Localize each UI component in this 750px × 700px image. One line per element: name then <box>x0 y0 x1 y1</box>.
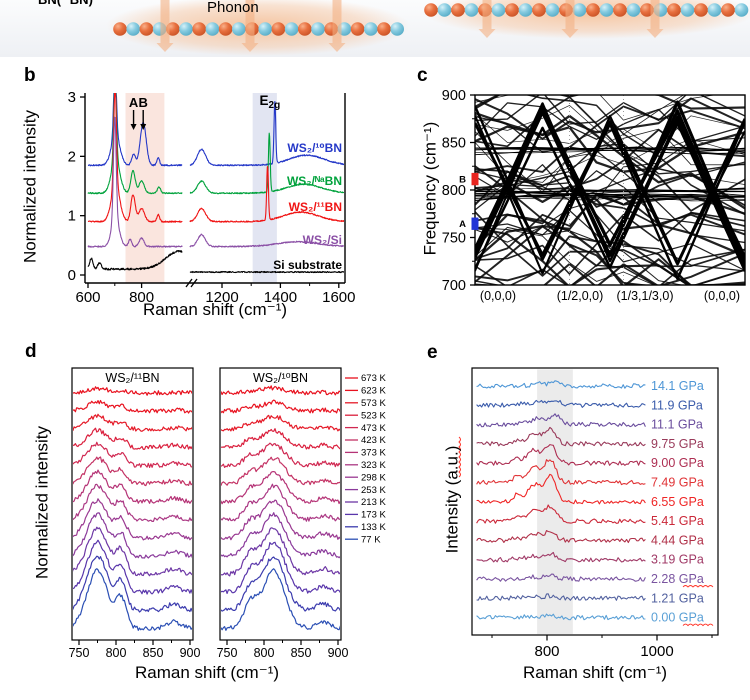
panel-letter-d: d <box>25 341 37 362</box>
svg-text:0.00 GPa: 0.00 GPa <box>651 611 704 625</box>
svg-text:800: 800 <box>106 646 127 660</box>
panel-letter-e: e <box>427 342 438 363</box>
panel-d-xlabel: Raman shift (cm⁻¹) <box>134 663 280 682</box>
svg-text:1000: 1000 <box>640 643 673 660</box>
svg-text:298 K: 298 K <box>361 472 386 483</box>
svg-text:750: 750 <box>69 646 90 660</box>
panel-e-xlabel: Raman shift (cm⁻¹) <box>522 663 668 682</box>
svg-text:523 K: 523 K <box>361 410 386 421</box>
svg-text:800: 800 <box>534 643 559 660</box>
svg-text:573 K: 573 K <box>361 398 386 409</box>
svg-text:7.49 GPa: 7.49 GPa <box>651 476 704 490</box>
svg-text:11.1 GPa: 11.1 GPa <box>651 418 703 432</box>
svg-text:800: 800 <box>442 183 466 199</box>
atom-chain-graphic <box>106 0 750 56</box>
panel-e-ylabel: Intensity (a.u.) <box>442 445 462 554</box>
svg-text:WS₂/¹¹BN: WS₂/¹¹BN <box>289 200 342 214</box>
panel-d-chart: WS₂/¹¹BN 750 800 850 900 WS₂/¹⁰BN 750 800 850 900… <box>69 367 386 660</box>
panel-d-ylabel: Normalized intensity <box>32 425 52 580</box>
svg-text:423 K: 423 K <box>361 435 386 446</box>
svg-text:213 K: 213 K <box>361 497 386 508</box>
svg-text:0: 0 <box>68 267 76 284</box>
svg-text:A: A <box>129 95 139 110</box>
svg-text:A: A <box>459 219 466 230</box>
svg-text:1600: 1600 <box>322 289 355 306</box>
svg-text:(0,0,0): (0,0,0) <box>704 289 740 303</box>
svg-text:WS₂/Si: WS₂/Si <box>303 233 342 247</box>
panel-c-chart: 700 750 800 850 900 (0,0,0) (1/2,0,0) (1/3,1/3,… <box>442 88 746 303</box>
svg-text:900: 900 <box>442 88 466 104</box>
svg-text:77 K: 77 K <box>361 534 381 545</box>
svg-text:673 K: 673 K <box>361 373 386 384</box>
svg-text:B: B <box>139 95 148 110</box>
svg-text:3: 3 <box>68 89 76 106</box>
svg-text:1200: 1200 <box>205 289 238 306</box>
svg-text:(0,0,0): (0,0,0) <box>480 289 516 303</box>
svg-text:WS₂/ᴺᵃBN: WS₂/ᴺᵃBN <box>287 174 342 188</box>
svg-text:600: 600 <box>75 289 100 306</box>
svg-text:4.44 GPa: 4.44 GPa <box>651 533 704 547</box>
svg-text:B: B <box>459 175 466 186</box>
svg-text:850: 850 <box>442 136 466 152</box>
svg-text:800: 800 <box>129 289 154 306</box>
svg-text:900: 900 <box>328 646 349 660</box>
panel-letter-b: b <box>24 65 36 86</box>
svg-text:373 K: 373 K <box>361 448 386 459</box>
panel-b-chart: WS₂/¹⁰BN WS₂/ᴺᵃBN WS₂/¹¹BN WS₂/Si Si substra… <box>68 89 356 306</box>
svg-text:623 K: 623 K <box>361 386 386 397</box>
svg-text:WS₂/¹⁰BN: WS₂/¹⁰BN <box>287 141 342 155</box>
phonon-label: Phonon <box>207 0 259 16</box>
svg-text:1.21 GPa: 1.21 GPa <box>651 591 704 605</box>
svg-text:800: 800 <box>254 646 275 660</box>
svg-text:Si substrate: Si substrate <box>273 258 342 272</box>
svg-text:5.41 GPa: 5.41 GPa <box>651 514 704 528</box>
panel-b-ylabel: Normalized intensity <box>20 109 40 264</box>
svg-text:9.75 GPa: 9.75 GPa <box>651 437 704 451</box>
panel-c-ylabel: Frequency (cm⁻¹) <box>420 121 440 256</box>
svg-text:473 K: 473 K <box>361 423 386 434</box>
svg-text:133 K: 133 K <box>361 522 386 533</box>
svg-text:253 K: 253 K <box>361 485 386 496</box>
svg-text:2.28 GPa: 2.28 GPa <box>651 572 704 586</box>
svg-text:850: 850 <box>143 646 164 660</box>
svg-text:14.1 GPa: 14.1 GPa <box>651 379 704 393</box>
svg-text:WS₂/¹⁰BN: WS₂/¹⁰BN <box>253 371 308 385</box>
svg-text:173 K: 173 K <box>361 510 386 521</box>
svg-text:WS₂/¹¹BN: WS₂/¹¹BN <box>105 371 159 385</box>
svg-text:323 K: 323 K <box>361 460 386 471</box>
svg-text:750: 750 <box>217 646 238 660</box>
svg-text:(1/3,1/3,0): (1/3,1/3,0) <box>617 289 674 303</box>
isotope-label: ¹⁰BN(¹¹BN) <box>28 0 93 7</box>
svg-text:2: 2 <box>68 148 76 165</box>
svg-text:3.19 GPa: 3.19 GPa <box>651 553 704 567</box>
svg-text:900: 900 <box>180 646 201 660</box>
svg-text:6.55 GPa: 6.55 GPa <box>651 495 704 509</box>
panel-b-xlabel: Raman shift (cm⁻¹) <box>142 300 288 319</box>
svg-text:9.00 GPa: 9.00 GPa <box>651 456 704 470</box>
svg-text:850: 850 <box>291 646 312 660</box>
svg-text:11.9 GPa: 11.9 GPa <box>651 398 703 412</box>
svg-text:(1/2,0,0): (1/2,0,0) <box>557 289 604 303</box>
svg-text:1: 1 <box>68 208 76 225</box>
svg-text:750: 750 <box>442 231 466 247</box>
panel-letter-c: c <box>417 65 428 86</box>
svg-text:1400: 1400 <box>264 289 297 306</box>
panel-e-chart: 14.1 GPa 11.9 GPa 11.1 GPa 9.75 GPa 9.00 GPa… <box>458 367 719 660</box>
svg-text:700: 700 <box>442 278 466 294</box>
